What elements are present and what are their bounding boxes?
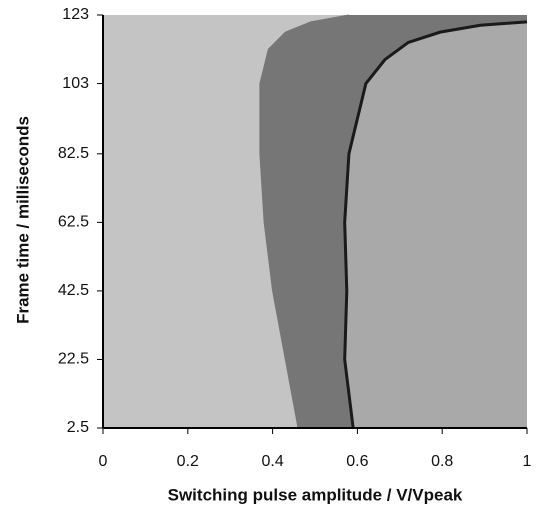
- right-region-fill: [345, 22, 527, 428]
- y-tick-label: 22.5: [58, 351, 89, 368]
- x-tick-label: 0: [99, 453, 108, 470]
- y-tick-label: 103: [62, 75, 89, 92]
- x-axis-label: Switching pulse amplitude / V/Vpeak: [168, 485, 463, 504]
- x-tick-label: 0.4: [261, 453, 283, 470]
- y-tick-label: 62.5: [58, 214, 89, 231]
- y-tick-label: 82.5: [58, 145, 89, 162]
- y-tick-label: 42.5: [58, 282, 89, 299]
- x-tick-label: 0.6: [346, 453, 368, 470]
- x-tick-label: 0.8: [431, 453, 453, 470]
- x-tick-label: 1: [523, 453, 532, 470]
- chart: Switching pulse amplitude / V/Vpeak Fram…: [0, 0, 536, 514]
- y-tick-label: 123: [62, 6, 89, 23]
- x-tick-label: 0.2: [177, 453, 199, 470]
- y-tick-label: 2.5: [67, 419, 89, 436]
- y-axis-label: Frame time / milliseconds: [13, 116, 32, 324]
